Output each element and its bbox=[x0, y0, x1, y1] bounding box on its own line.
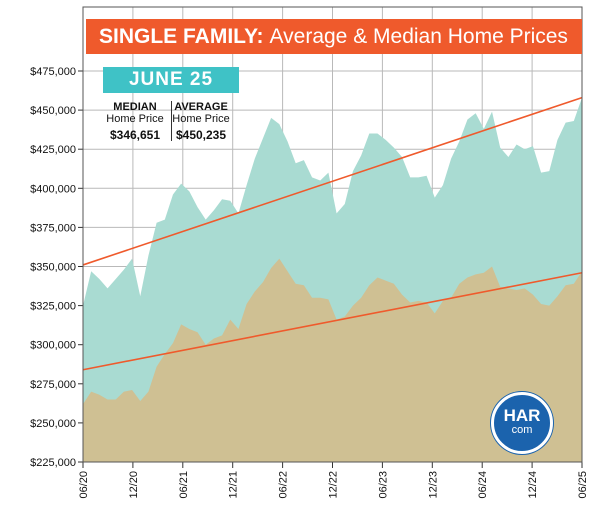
stat-divider bbox=[171, 101, 172, 141]
y-tick-label: $225,000 bbox=[30, 457, 76, 469]
logo-subtext: com bbox=[511, 424, 533, 436]
y-tick-label: $300,000 bbox=[30, 340, 76, 352]
period-badge: JUNE 25 bbox=[103, 67, 239, 93]
median-label: MEDIAN bbox=[113, 101, 157, 113]
chart-title-rest: Average & Median Home Prices bbox=[269, 24, 568, 48]
average-stat: AVERAGE Home Price $450,235 bbox=[161, 101, 241, 142]
median-trendline bbox=[82, 271, 583, 371]
x-tick-label: 06/22 bbox=[278, 471, 290, 499]
x-tick-label: 12/21 bbox=[228, 471, 240, 499]
x-tick-label: 06/24 bbox=[477, 471, 489, 499]
x-tick-label: 06/20 bbox=[78, 471, 90, 499]
y-tick-label: $425,000 bbox=[30, 144, 76, 156]
average-trendline bbox=[82, 96, 583, 266]
average-sublabel: Home Price bbox=[172, 113, 230, 125]
median-stat: MEDIAN Home Price $346,651 bbox=[95, 101, 175, 142]
y-tick-label: $350,000 bbox=[30, 262, 76, 274]
y-tick-label: $250,000 bbox=[30, 418, 76, 430]
chart-title-bar: SINGLE FAMILY: Average & Median Home Pri… bbox=[86, 19, 582, 54]
y-tick-label: $450,000 bbox=[30, 105, 76, 117]
x-tick-label: 12/24 bbox=[527, 471, 539, 499]
logo-text: HAR bbox=[503, 406, 541, 425]
har-logo: HAR com bbox=[491, 392, 553, 454]
average-label: AVERAGE bbox=[174, 101, 228, 113]
average-value: $450,235 bbox=[175, 128, 227, 142]
median-value: $346,651 bbox=[109, 128, 161, 142]
y-tick-label: $325,000 bbox=[30, 301, 76, 313]
x-tick-label: 06/21 bbox=[178, 471, 190, 499]
y-tick-label: $475,000 bbox=[30, 66, 76, 78]
x-tick-label: 12/23 bbox=[427, 471, 439, 499]
y-tick-label: $375,000 bbox=[30, 222, 76, 234]
y-tick-label: $275,000 bbox=[30, 379, 76, 391]
x-tick-label: 06/23 bbox=[377, 471, 389, 499]
plot-border bbox=[82, 6, 583, 463]
x-tick-label: 12/20 bbox=[128, 471, 140, 499]
y-tick-label: $400,000 bbox=[30, 183, 76, 195]
median-price-area bbox=[83, 258, 582, 462]
chart-title-bold: SINGLE FAMILY: bbox=[99, 24, 264, 48]
median-sublabel: Home Price bbox=[106, 113, 164, 125]
x-tick-label: 12/22 bbox=[328, 471, 340, 499]
x-tick-label: 06/25 bbox=[577, 471, 589, 499]
